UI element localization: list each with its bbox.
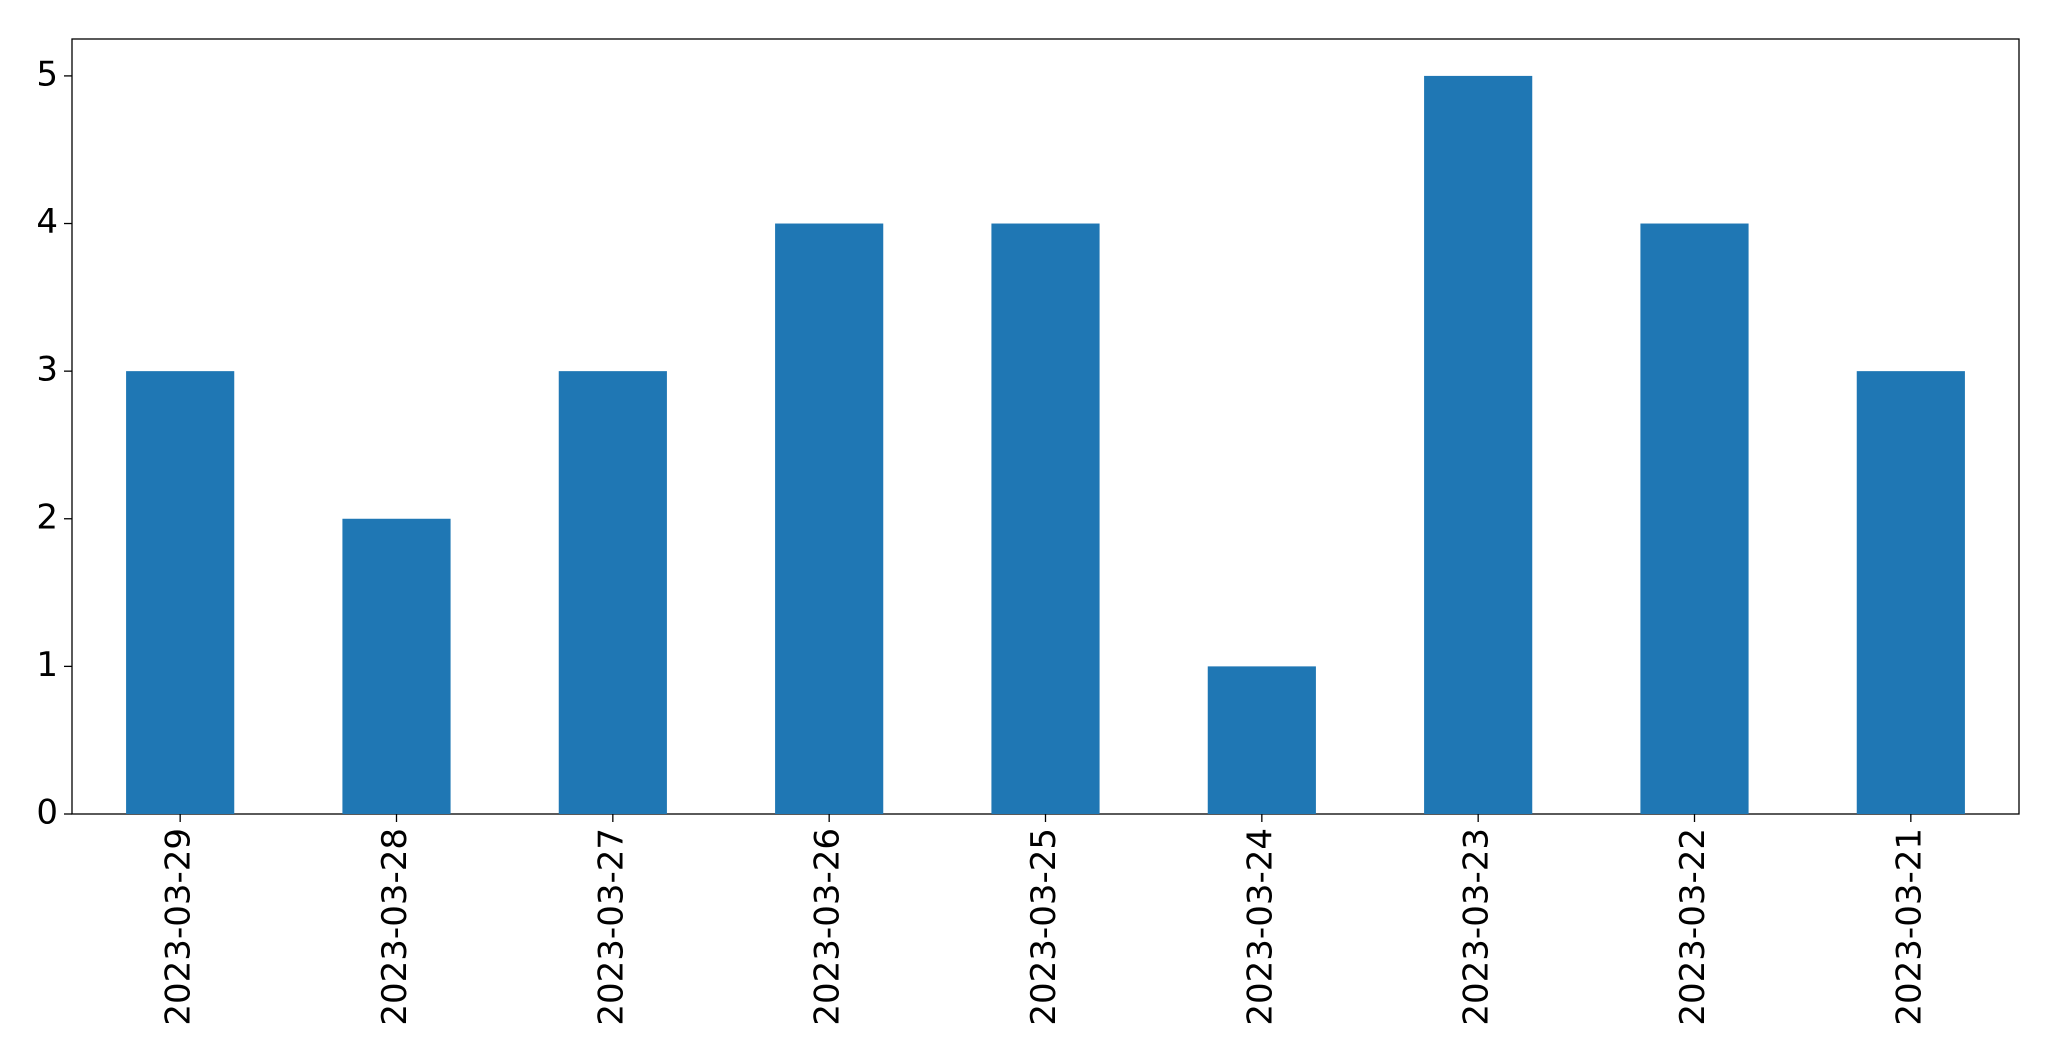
bar	[1424, 75, 1533, 814]
x-tick-label: 2023-03-29	[159, 828, 199, 1026]
y-tick-label: 2	[36, 497, 58, 537]
x-tick-label: 2023-03-23	[1457, 828, 1497, 1026]
bar	[558, 371, 667, 814]
y-tick-label: 3	[36, 350, 58, 390]
bar	[1640, 223, 1749, 814]
x-tick-label: 2023-03-27	[591, 828, 631, 1026]
x-tick-label: 2023-03-24	[1240, 828, 1280, 1026]
x-tick-label: 2023-03-21	[1889, 828, 1929, 1026]
y-tick-label: 4	[36, 202, 58, 242]
x-tick-label: 2023-03-28	[375, 828, 415, 1026]
y-tick-label: 1	[36, 645, 58, 685]
bar	[1207, 666, 1316, 814]
bar	[991, 223, 1100, 814]
y-tick-label: 5	[36, 54, 58, 94]
x-tick-label: 2023-03-26	[808, 828, 848, 1026]
x-tick-label: 2023-03-22	[1673, 828, 1713, 1026]
bar	[1856, 371, 1965, 814]
bar	[342, 518, 451, 814]
bar	[775, 223, 884, 814]
x-tick-label: 2023-03-25	[1024, 828, 1064, 1026]
bar	[126, 371, 235, 814]
y-tick-label: 0	[36, 793, 58, 833]
